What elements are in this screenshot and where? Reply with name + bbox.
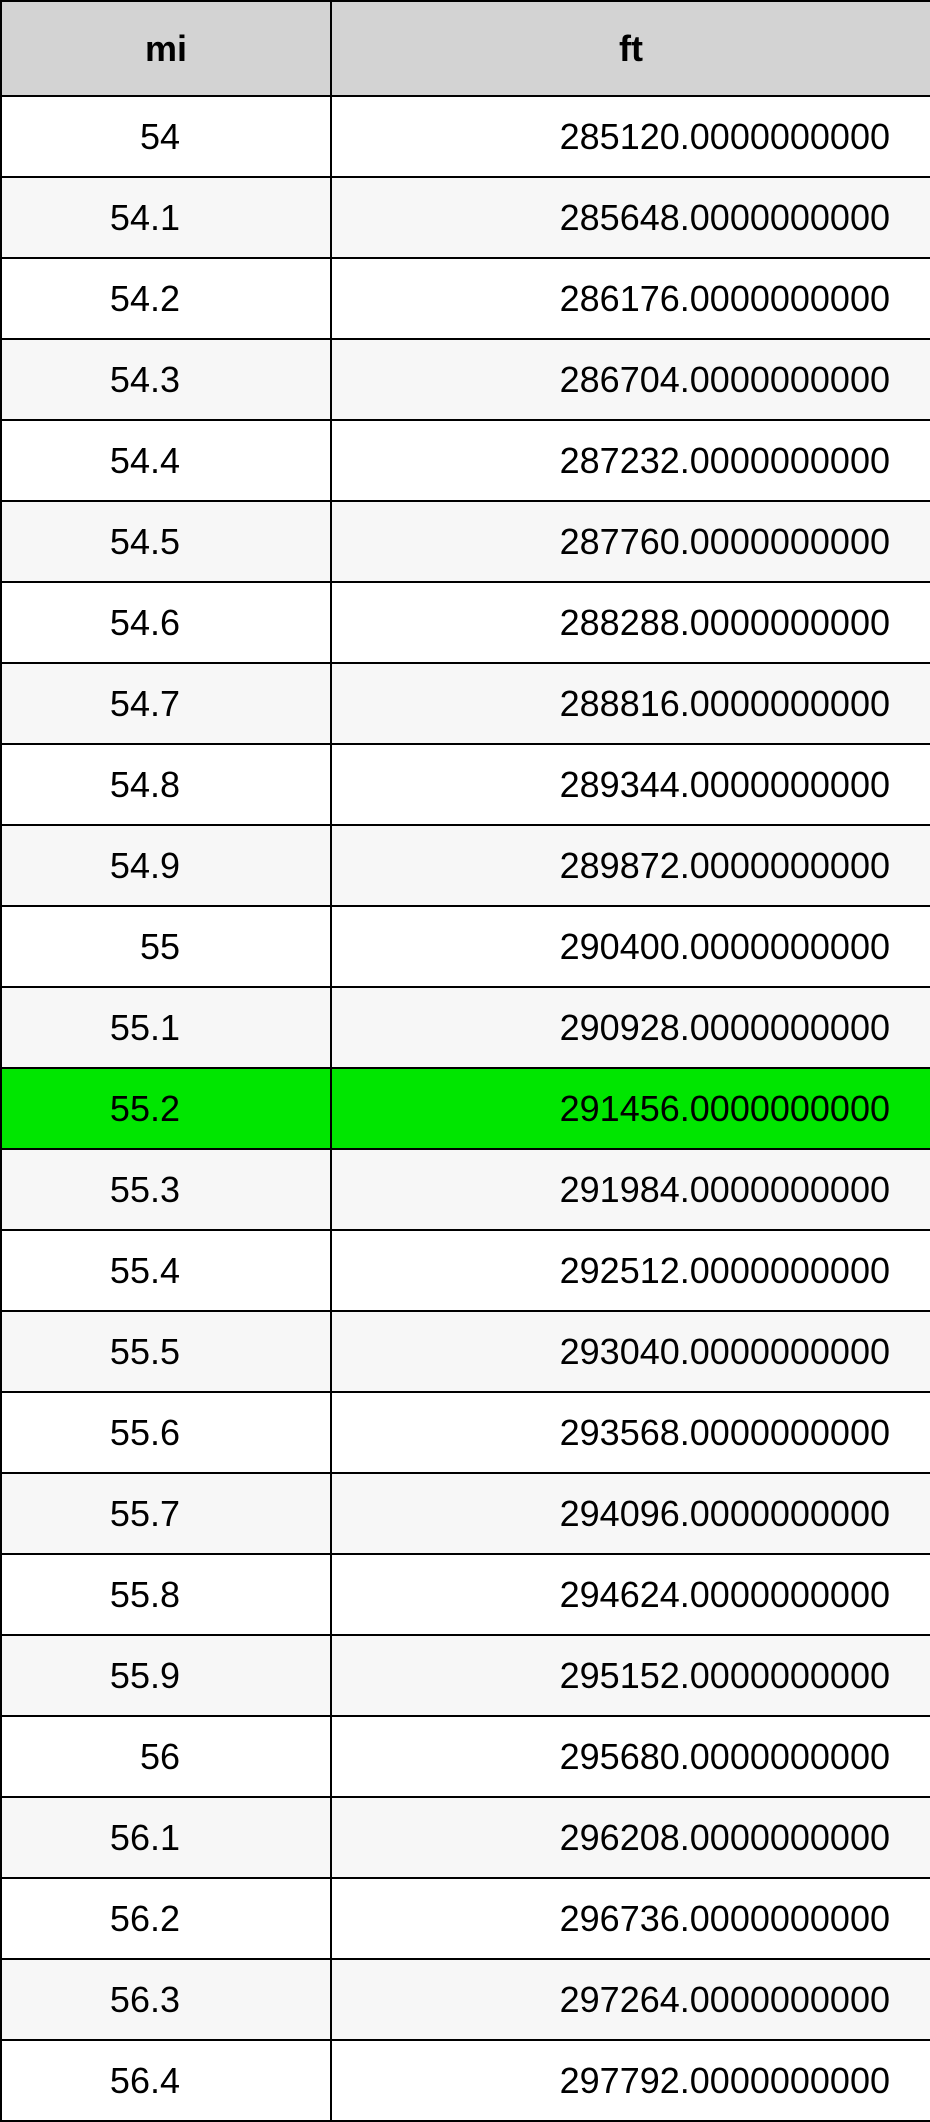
cell-mi: 54.7	[1, 663, 331, 744]
cell-mi: 54	[1, 96, 331, 177]
cell-ft: 287232.0000000000	[331, 420, 930, 501]
table-row: 54.7288816.0000000000	[1, 663, 930, 744]
table-row: 56295680.0000000000	[1, 1716, 930, 1797]
cell-ft: 297792.0000000000	[331, 2040, 930, 2121]
cell-mi: 54.6	[1, 582, 331, 663]
table-row: 54.1285648.0000000000	[1, 177, 930, 258]
cell-ft: 296208.0000000000	[331, 1797, 930, 1878]
table-row: 55.7294096.0000000000	[1, 1473, 930, 1554]
cell-mi: 54.2	[1, 258, 331, 339]
cell-ft: 289872.0000000000	[331, 825, 930, 906]
column-header-mi: mi	[1, 1, 331, 96]
cell-ft: 285120.0000000000	[331, 96, 930, 177]
table-row: 54285120.0000000000	[1, 96, 930, 177]
table-row: 56.2296736.0000000000	[1, 1878, 930, 1959]
table-header-row: mi ft	[1, 1, 930, 96]
cell-mi: 55.6	[1, 1392, 331, 1473]
cell-mi: 54.1	[1, 177, 331, 258]
cell-mi: 55.4	[1, 1230, 331, 1311]
cell-ft: 290400.0000000000	[331, 906, 930, 987]
table-row: 54.5287760.0000000000	[1, 501, 930, 582]
table-row: 55.8294624.0000000000	[1, 1554, 930, 1635]
cell-ft: 293568.0000000000	[331, 1392, 930, 1473]
table-row: 56.3297264.0000000000	[1, 1959, 930, 2040]
column-header-ft: ft	[331, 1, 930, 96]
table-row: 54.8289344.0000000000	[1, 744, 930, 825]
cell-mi: 54.8	[1, 744, 331, 825]
cell-ft: 286704.0000000000	[331, 339, 930, 420]
table-row: 54.2286176.0000000000	[1, 258, 930, 339]
table-row: 55.1290928.0000000000	[1, 987, 930, 1068]
table-row: 55290400.0000000000	[1, 906, 930, 987]
cell-ft: 291456.0000000000	[331, 1068, 930, 1149]
cell-ft: 289344.0000000000	[331, 744, 930, 825]
table-row: 54.6288288.0000000000	[1, 582, 930, 663]
cell-ft: 287760.0000000000	[331, 501, 930, 582]
cell-ft: 297264.0000000000	[331, 1959, 930, 2040]
cell-ft: 290928.0000000000	[331, 987, 930, 1068]
cell-ft: 285648.0000000000	[331, 177, 930, 258]
table-row: 54.9289872.0000000000	[1, 825, 930, 906]
cell-mi: 55.8	[1, 1554, 331, 1635]
table-row: 54.3286704.0000000000	[1, 339, 930, 420]
cell-ft: 286176.0000000000	[331, 258, 930, 339]
cell-ft: 294624.0000000000	[331, 1554, 930, 1635]
cell-mi: 56.1	[1, 1797, 331, 1878]
table-row: 55.5293040.0000000000	[1, 1311, 930, 1392]
cell-ft: 291984.0000000000	[331, 1149, 930, 1230]
table-row: 56.4297792.0000000000	[1, 2040, 930, 2121]
cell-mi: 56.3	[1, 1959, 331, 2040]
cell-ft: 288288.0000000000	[331, 582, 930, 663]
cell-mi: 55.3	[1, 1149, 331, 1230]
cell-ft: 295680.0000000000	[331, 1716, 930, 1797]
conversion-table-container: mi ft 54285120.000000000054.1285648.0000…	[0, 0, 930, 2122]
cell-mi: 54.5	[1, 501, 331, 582]
cell-ft: 293040.0000000000	[331, 1311, 930, 1392]
cell-mi: 56	[1, 1716, 331, 1797]
cell-ft: 294096.0000000000	[331, 1473, 930, 1554]
cell-mi: 55.9	[1, 1635, 331, 1716]
cell-mi: 54.3	[1, 339, 331, 420]
cell-ft: 295152.0000000000	[331, 1635, 930, 1716]
table-row: 55.3291984.0000000000	[1, 1149, 930, 1230]
table-row: 54.4287232.0000000000	[1, 420, 930, 501]
table-row: 55.4292512.0000000000	[1, 1230, 930, 1311]
cell-mi: 55.5	[1, 1311, 331, 1392]
cell-ft: 296736.0000000000	[331, 1878, 930, 1959]
cell-mi: 55.2	[1, 1068, 331, 1149]
table-row: 55.6293568.0000000000	[1, 1392, 930, 1473]
cell-ft: 288816.0000000000	[331, 663, 930, 744]
cell-mi: 55.1	[1, 987, 331, 1068]
table-body: 54285120.000000000054.1285648.0000000000…	[1, 96, 930, 2121]
cell-mi: 54.9	[1, 825, 331, 906]
cell-mi: 55	[1, 906, 331, 987]
cell-ft: 292512.0000000000	[331, 1230, 930, 1311]
cell-mi: 54.4	[1, 420, 331, 501]
cell-mi: 56.4	[1, 2040, 331, 2121]
table-row: 55.2291456.0000000000	[1, 1068, 930, 1149]
table-row: 55.9295152.0000000000	[1, 1635, 930, 1716]
cell-mi: 55.7	[1, 1473, 331, 1554]
cell-mi: 56.2	[1, 1878, 331, 1959]
conversion-table: mi ft 54285120.000000000054.1285648.0000…	[0, 0, 930, 2122]
table-row: 56.1296208.0000000000	[1, 1797, 930, 1878]
